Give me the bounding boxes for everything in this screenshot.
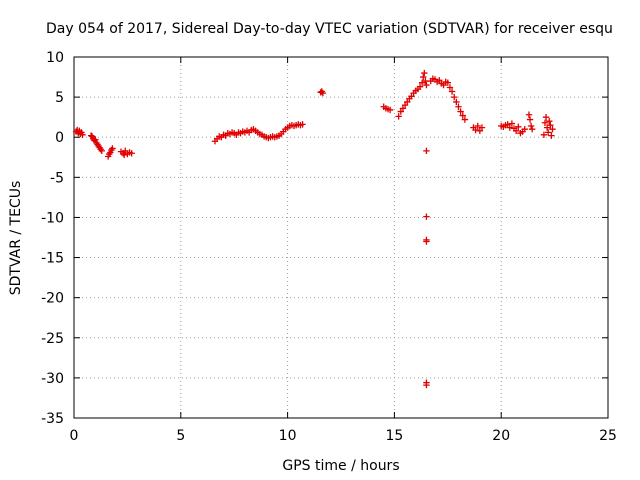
data-point <box>418 79 426 86</box>
data-point <box>526 116 534 123</box>
data-point <box>448 88 456 95</box>
y-tick-label: -10 <box>41 210 64 226</box>
data-point <box>515 123 522 130</box>
data-point <box>446 84 454 91</box>
data-point <box>541 119 549 126</box>
data-point <box>423 381 430 389</box>
x-tick-label: 10 <box>279 428 297 444</box>
data-point <box>416 83 424 90</box>
chart-title: Day 054 of 2017, Sidereal Day-to-day VTE… <box>46 21 613 37</box>
data-point <box>472 126 479 134</box>
data-point <box>420 73 427 81</box>
data-point <box>395 113 402 120</box>
data-point <box>540 131 548 139</box>
data-point <box>457 108 464 115</box>
y-tick-label: -20 <box>41 291 64 307</box>
data-point <box>79 131 86 139</box>
data-point <box>525 111 533 118</box>
x-tick-label: 15 <box>385 428 403 444</box>
y-tick-label: -30 <box>41 371 64 387</box>
y-tick-label: -15 <box>41 251 64 267</box>
data-point <box>422 77 429 85</box>
data-point <box>508 120 516 127</box>
data-point <box>542 113 550 121</box>
data-point <box>546 117 553 125</box>
plot-frame <box>73 56 609 419</box>
y-tick-label: 10 <box>46 50 64 66</box>
axis-ticks: 0 5 10 15 20 25 10 5 0 -5 -10 -15 -20 -25 -30 -35 <box>41 50 617 444</box>
data-point <box>547 121 554 129</box>
data-point <box>548 132 555 139</box>
y-tick-label: -25 <box>41 331 64 347</box>
x-tick-label: 5 <box>176 428 185 444</box>
data-point <box>404 98 411 106</box>
data-point <box>386 106 394 114</box>
y-tick-label: -5 <box>50 170 64 186</box>
data-point <box>504 121 511 128</box>
data-point <box>476 127 484 135</box>
y-tick-label: 5 <box>55 90 64 106</box>
data-point <box>436 77 443 84</box>
data-point <box>527 122 535 130</box>
data-point <box>451 93 458 101</box>
data-point <box>478 124 486 131</box>
data-point <box>87 132 95 139</box>
x-tick-label: 20 <box>492 428 510 444</box>
data-point <box>423 213 430 220</box>
data-point <box>440 81 447 89</box>
data-point <box>459 112 466 119</box>
data-point <box>120 151 128 159</box>
data-point <box>543 124 551 131</box>
data-point <box>528 126 536 133</box>
data-point <box>109 145 116 152</box>
data-point <box>506 124 513 131</box>
grid <box>74 57 608 418</box>
y-tick-label: 0 <box>55 130 64 146</box>
data-point <box>423 81 430 89</box>
y-axis-label: SDTVAR / TECUs <box>8 181 24 296</box>
data-point <box>421 69 428 77</box>
data-point <box>122 147 129 155</box>
data-point <box>474 122 481 130</box>
data-point <box>128 150 135 157</box>
data-point <box>401 101 409 109</box>
data-point <box>397 108 405 115</box>
data-point <box>461 116 469 123</box>
y-tick-label: -35 <box>41 411 64 427</box>
data-point <box>512 127 520 135</box>
data-point <box>549 126 556 133</box>
x-tick-label: 0 <box>70 428 79 444</box>
data-point <box>544 129 552 136</box>
data-point <box>455 103 462 110</box>
data-point <box>299 121 306 128</box>
data-point <box>98 147 105 155</box>
data-point <box>319 89 327 97</box>
x-tick-label: 25 <box>599 428 617 444</box>
data-point <box>444 79 451 86</box>
data-point <box>399 105 407 112</box>
data-series <box>72 69 556 389</box>
data-point <box>521 126 528 133</box>
x-axis-label: GPS time / hours <box>282 458 399 474</box>
data-point <box>453 98 460 106</box>
data-point <box>408 93 415 100</box>
data-point <box>92 136 99 143</box>
data-point <box>423 147 430 155</box>
data-point <box>423 238 430 245</box>
